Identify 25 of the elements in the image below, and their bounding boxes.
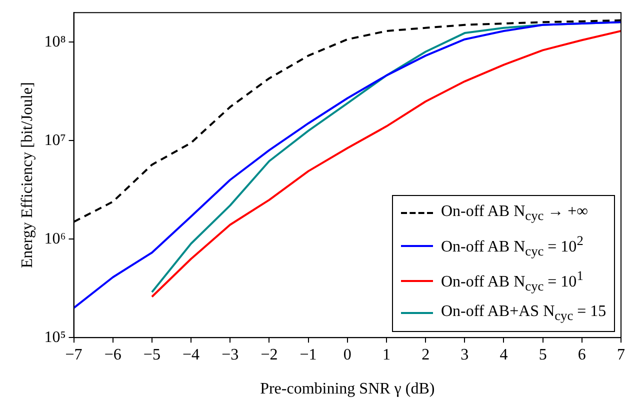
y-tick-label: 10⁸ [44,33,66,50]
x-axis-title: Pre-combining SNR γ (dB) [260,380,435,398]
x-tick-label: −5 [143,346,160,364]
x-tick-label: 5 [538,346,547,364]
x-tick-label: 1 [382,346,390,364]
x-tick-label: 4 [500,346,508,364]
y-axis-title: Energy Efficiency [bit/Joule] [18,82,36,268]
x-tick-label: −7 [65,346,82,364]
x-tick-label: −3 [222,346,239,364]
legend-label: On-off AB N$_{cyc}$ = 10$^{2}$ [441,232,584,260]
legend-label: On-off AB N$_{cyc}$ = 10$^{1}$ [441,267,584,296]
x-tick-label: 7 [617,346,625,364]
x-tick-label: 2 [422,346,430,364]
y-tick-label: 10⁶ [44,230,66,248]
legend-label: On-off AB+AS N$_{cyc}$ = 15 [441,302,606,325]
x-tick-label: −6 [104,346,122,364]
x-tick-label: 3 [460,346,469,364]
x-tick-label: −1 [300,346,317,364]
y-tick-label: 10⁵ [44,328,66,346]
x-tick-label: 6 [578,346,586,364]
x-tick-label: −4 [182,346,200,364]
y-tick-label: 10⁷ [44,132,66,149]
x-tick-label: 0 [343,346,352,364]
legend-label: On-off AB N$_{cyc}$ → +∞ [441,202,588,225]
x-tick-label: −2 [260,346,278,364]
